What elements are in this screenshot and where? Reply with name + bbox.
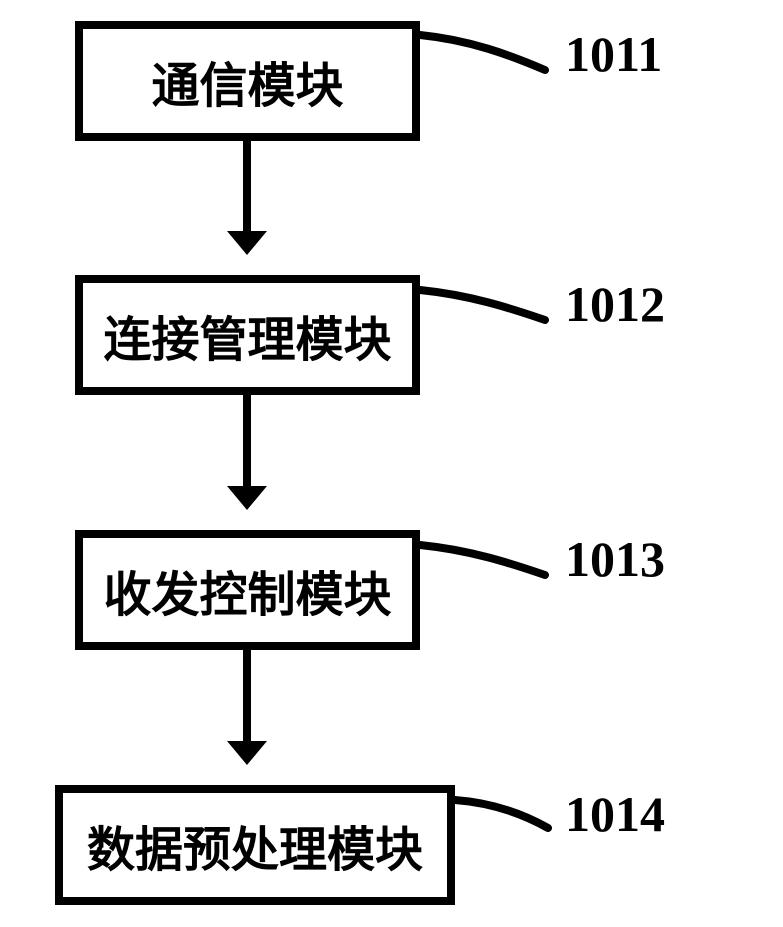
reference-label-1011: 1011 xyxy=(565,25,662,83)
callout-curves xyxy=(420,35,548,828)
node-communication-module: 通信模块 xyxy=(75,21,420,141)
reference-label-1014: 1014 xyxy=(565,785,665,843)
node-label: 收发控制模块 xyxy=(103,555,391,625)
node-connection-management-module: 连接管理模块 xyxy=(75,275,420,395)
node-data-preprocessing-module: 数据预处理模块 xyxy=(55,785,455,905)
diagram-canvas: 通信模块 连接管理模块 收发控制模块 数据预处理模块 1011 1012 101… xyxy=(0,0,783,927)
reference-label-1013: 1013 xyxy=(565,530,665,588)
node-label: 数据预处理模块 xyxy=(87,810,423,880)
node-transceiver-control-module: 收发控制模块 xyxy=(75,530,420,650)
node-label: 连接管理模块 xyxy=(103,300,391,370)
node-label: 通信模块 xyxy=(151,46,343,116)
reference-label-1012: 1012 xyxy=(565,275,665,333)
flow-arrows xyxy=(227,141,267,765)
